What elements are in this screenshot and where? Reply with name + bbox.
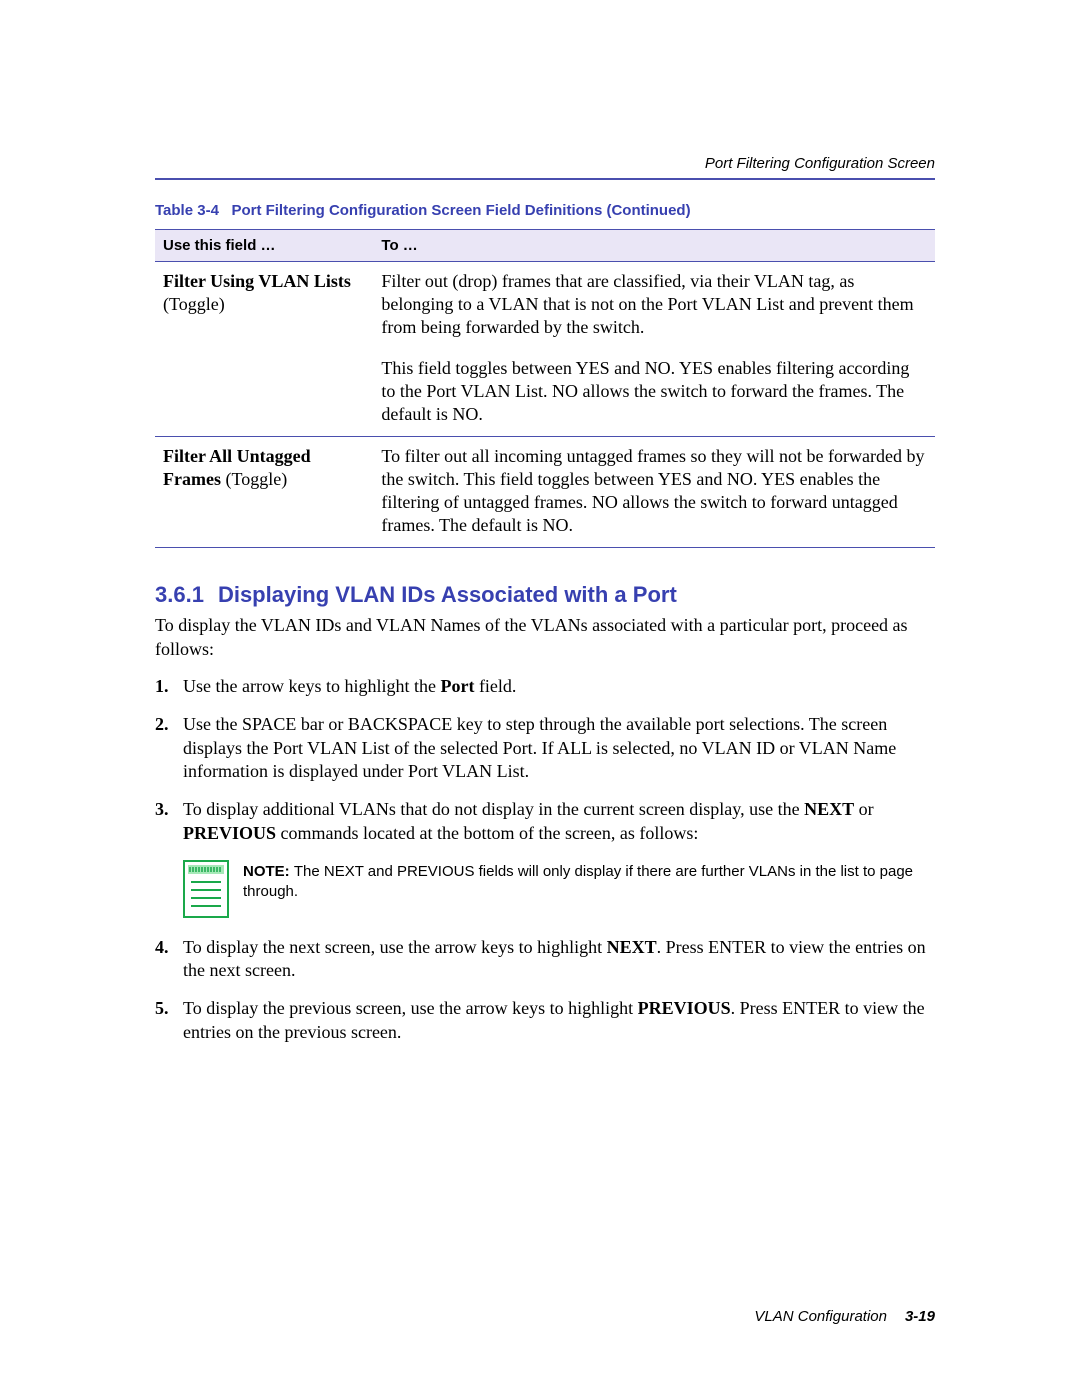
step-number: 1. xyxy=(155,675,183,699)
list-item: 4. To display the next screen, use the a… xyxy=(155,936,935,984)
list-item: 2. Use the SPACE bar or BACKSPACE key to… xyxy=(155,713,935,784)
field-name-plain: (Toggle) xyxy=(163,294,225,314)
step-number: 5. xyxy=(155,997,183,1045)
field-desc: Filter out (drop) frames that are classi… xyxy=(373,262,935,350)
step-number: 3. xyxy=(155,798,183,846)
section-number: 3.6.1 xyxy=(155,582,204,607)
table-row: Filter Using VLAN Lists (Toggle) Filter … xyxy=(155,262,935,350)
note-icon xyxy=(183,860,229,918)
note-callout: NOTE: The NEXT and PREVIOUS fields will … xyxy=(183,860,935,918)
list-item: 3. To display additional VLANs that do n… xyxy=(155,798,935,846)
section-heading: 3.6.1 Displaying VLAN IDs Associated with… xyxy=(155,582,935,608)
footer-page-number: 3-19 xyxy=(905,1308,935,1325)
page-footer: VLAN Configuration 3-19 xyxy=(754,1308,935,1325)
col-header-to: To … xyxy=(373,230,935,262)
table-caption: Table 3-4 Port Filtering Configuration S… xyxy=(155,202,935,219)
col-header-field: Use this field … xyxy=(155,230,373,262)
table-row: Filter All Untagged Frames (Toggle) To f… xyxy=(155,437,935,548)
steps-list: 1. Use the arrow keys to highlight the P… xyxy=(155,675,935,846)
field-name-bold: Filter Using VLAN Lists xyxy=(163,271,351,291)
section-intro: To display the VLAN IDs and VLAN Names o… xyxy=(155,614,935,661)
table-number: Table 3-4 xyxy=(155,202,219,219)
step-number: 2. xyxy=(155,713,183,784)
field-name-plain: (Toggle) xyxy=(221,469,287,489)
field-desc: To filter out all incoming untagged fram… xyxy=(373,437,935,548)
note-text: NOTE: The NEXT and PREVIOUS fields will … xyxy=(243,860,935,903)
table-caption-text: Port Filtering Configuration Screen Fiel… xyxy=(231,202,690,219)
field-definitions-table: Use this field … To … Filter Using VLAN … xyxy=(155,229,935,548)
steps-list-cont: 4. To display the next screen, use the a… xyxy=(155,936,935,1045)
step-number: 4. xyxy=(155,936,183,984)
footer-section: VLAN Configuration xyxy=(754,1308,887,1325)
page: Port Filtering Configuration Screen Tabl… xyxy=(0,0,1080,1397)
section-title: Displaying VLAN IDs Associated with a Po… xyxy=(218,582,677,607)
list-item: 5. To display the previous screen, use t… xyxy=(155,997,935,1045)
list-item: 1. Use the arrow keys to highlight the P… xyxy=(155,675,935,699)
field-desc: This field toggles between YES and NO. Y… xyxy=(373,349,935,437)
running-header: Port Filtering Configuration Screen xyxy=(155,155,935,180)
